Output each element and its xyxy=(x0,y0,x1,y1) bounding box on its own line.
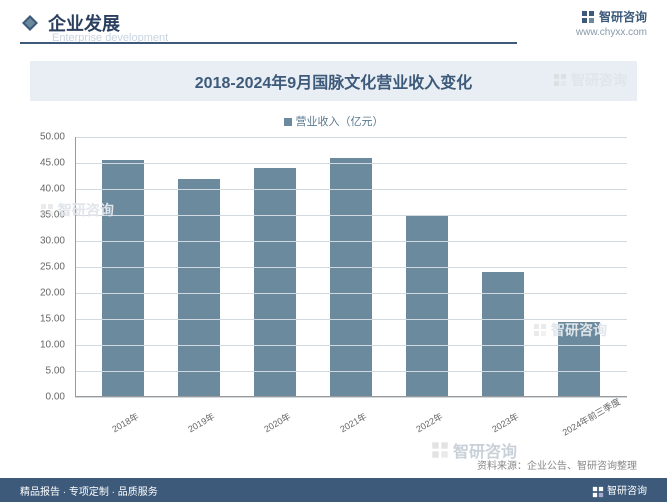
chart-area: 0.00 5.00 10.00 15.00 20.00 25.00 30.00 35.00 40… xyxy=(30,137,637,437)
header-diamond-icon xyxy=(20,13,40,33)
grid-line xyxy=(75,163,627,164)
y-tick-label: 20.00 xyxy=(40,288,65,299)
x-tick-label: 2020年 xyxy=(253,401,309,457)
footer-brand-text: 智研咨询 xyxy=(607,486,647,497)
header-divider xyxy=(20,42,517,44)
grid-line xyxy=(75,345,627,346)
x-tick-label: 2021年 xyxy=(329,401,385,457)
grid-line xyxy=(75,137,627,138)
y-tick-label: 50.00 xyxy=(40,132,65,143)
brand-logo-icon xyxy=(581,10,595,24)
brand-block: 智研咨询 www.chyxx.com xyxy=(576,8,647,38)
chart-title: 2018-2024年9月国脉文化营业收入变化 xyxy=(195,75,472,92)
y-axis: 0.005.0010.0015.0020.0025.0030.0035.0040… xyxy=(30,137,70,397)
grid-line xyxy=(75,371,627,372)
y-tick-label: 15.00 xyxy=(40,314,65,325)
y-tick-label: 40.00 xyxy=(40,184,65,195)
grid-line xyxy=(75,319,627,320)
chart-legend: 营业收入（亿元） xyxy=(0,113,667,129)
x-tick-label: 2023年 xyxy=(481,401,537,457)
x-tick-label: 2019年 xyxy=(177,401,233,457)
y-tick-label: 30.00 xyxy=(40,236,65,247)
grid-line xyxy=(75,267,627,268)
y-tick-label: 0.00 xyxy=(46,392,65,403)
plot-area xyxy=(75,137,627,397)
y-tick-label: 45.00 xyxy=(40,158,65,169)
x-tick-label: 2018年 xyxy=(101,401,157,457)
bar xyxy=(406,215,448,397)
bar xyxy=(178,179,220,397)
bar xyxy=(254,168,296,397)
bar xyxy=(482,272,524,397)
bar xyxy=(102,160,144,397)
y-tick-label: 25.00 xyxy=(40,262,65,273)
x-axis-labels: 2018年2019年2020年2021年2022年2023年2024年前三季度 xyxy=(75,397,627,437)
source-line: 资料来源：企业公告、智研咨询整理 xyxy=(477,457,637,472)
source-label: 资料来源： xyxy=(477,461,527,472)
legend-label: 营业收入（亿元） xyxy=(296,116,384,128)
y-tick-label: 5.00 xyxy=(46,366,65,377)
footer-brand: 智研咨询 xyxy=(592,482,647,497)
grid-line xyxy=(75,215,627,216)
legend-marker xyxy=(284,118,292,126)
header: 企业发展 Enterprise development 智研咨询 www.chy… xyxy=(0,0,667,41)
x-tick-label: 2024年前三季度 xyxy=(557,401,613,457)
grid-line xyxy=(75,189,627,190)
y-axis-line xyxy=(75,137,76,397)
footer-left: 精品报告 · 专项定制 · 品质服务 xyxy=(20,483,158,498)
grid-line xyxy=(75,241,627,242)
brand-name: 智研咨询 xyxy=(576,8,647,25)
bar xyxy=(330,158,372,397)
grid-line xyxy=(75,293,627,294)
brand-url: www.chyxx.com xyxy=(576,27,647,38)
y-tick-label: 10.00 xyxy=(40,340,65,351)
chart-title-bar: 2018-2024年9月国脉文化营业收入变化 xyxy=(30,61,637,101)
y-tick-label: 35.00 xyxy=(40,210,65,221)
bar xyxy=(558,322,600,397)
footer: 精品报告 · 专项定制 · 品质服务 智研咨询 xyxy=(0,478,667,502)
brand-name-text: 智研咨询 xyxy=(599,8,647,25)
source-text: 企业公告、智研咨询整理 xyxy=(527,461,637,472)
x-tick-label: 2022年 xyxy=(405,401,461,457)
